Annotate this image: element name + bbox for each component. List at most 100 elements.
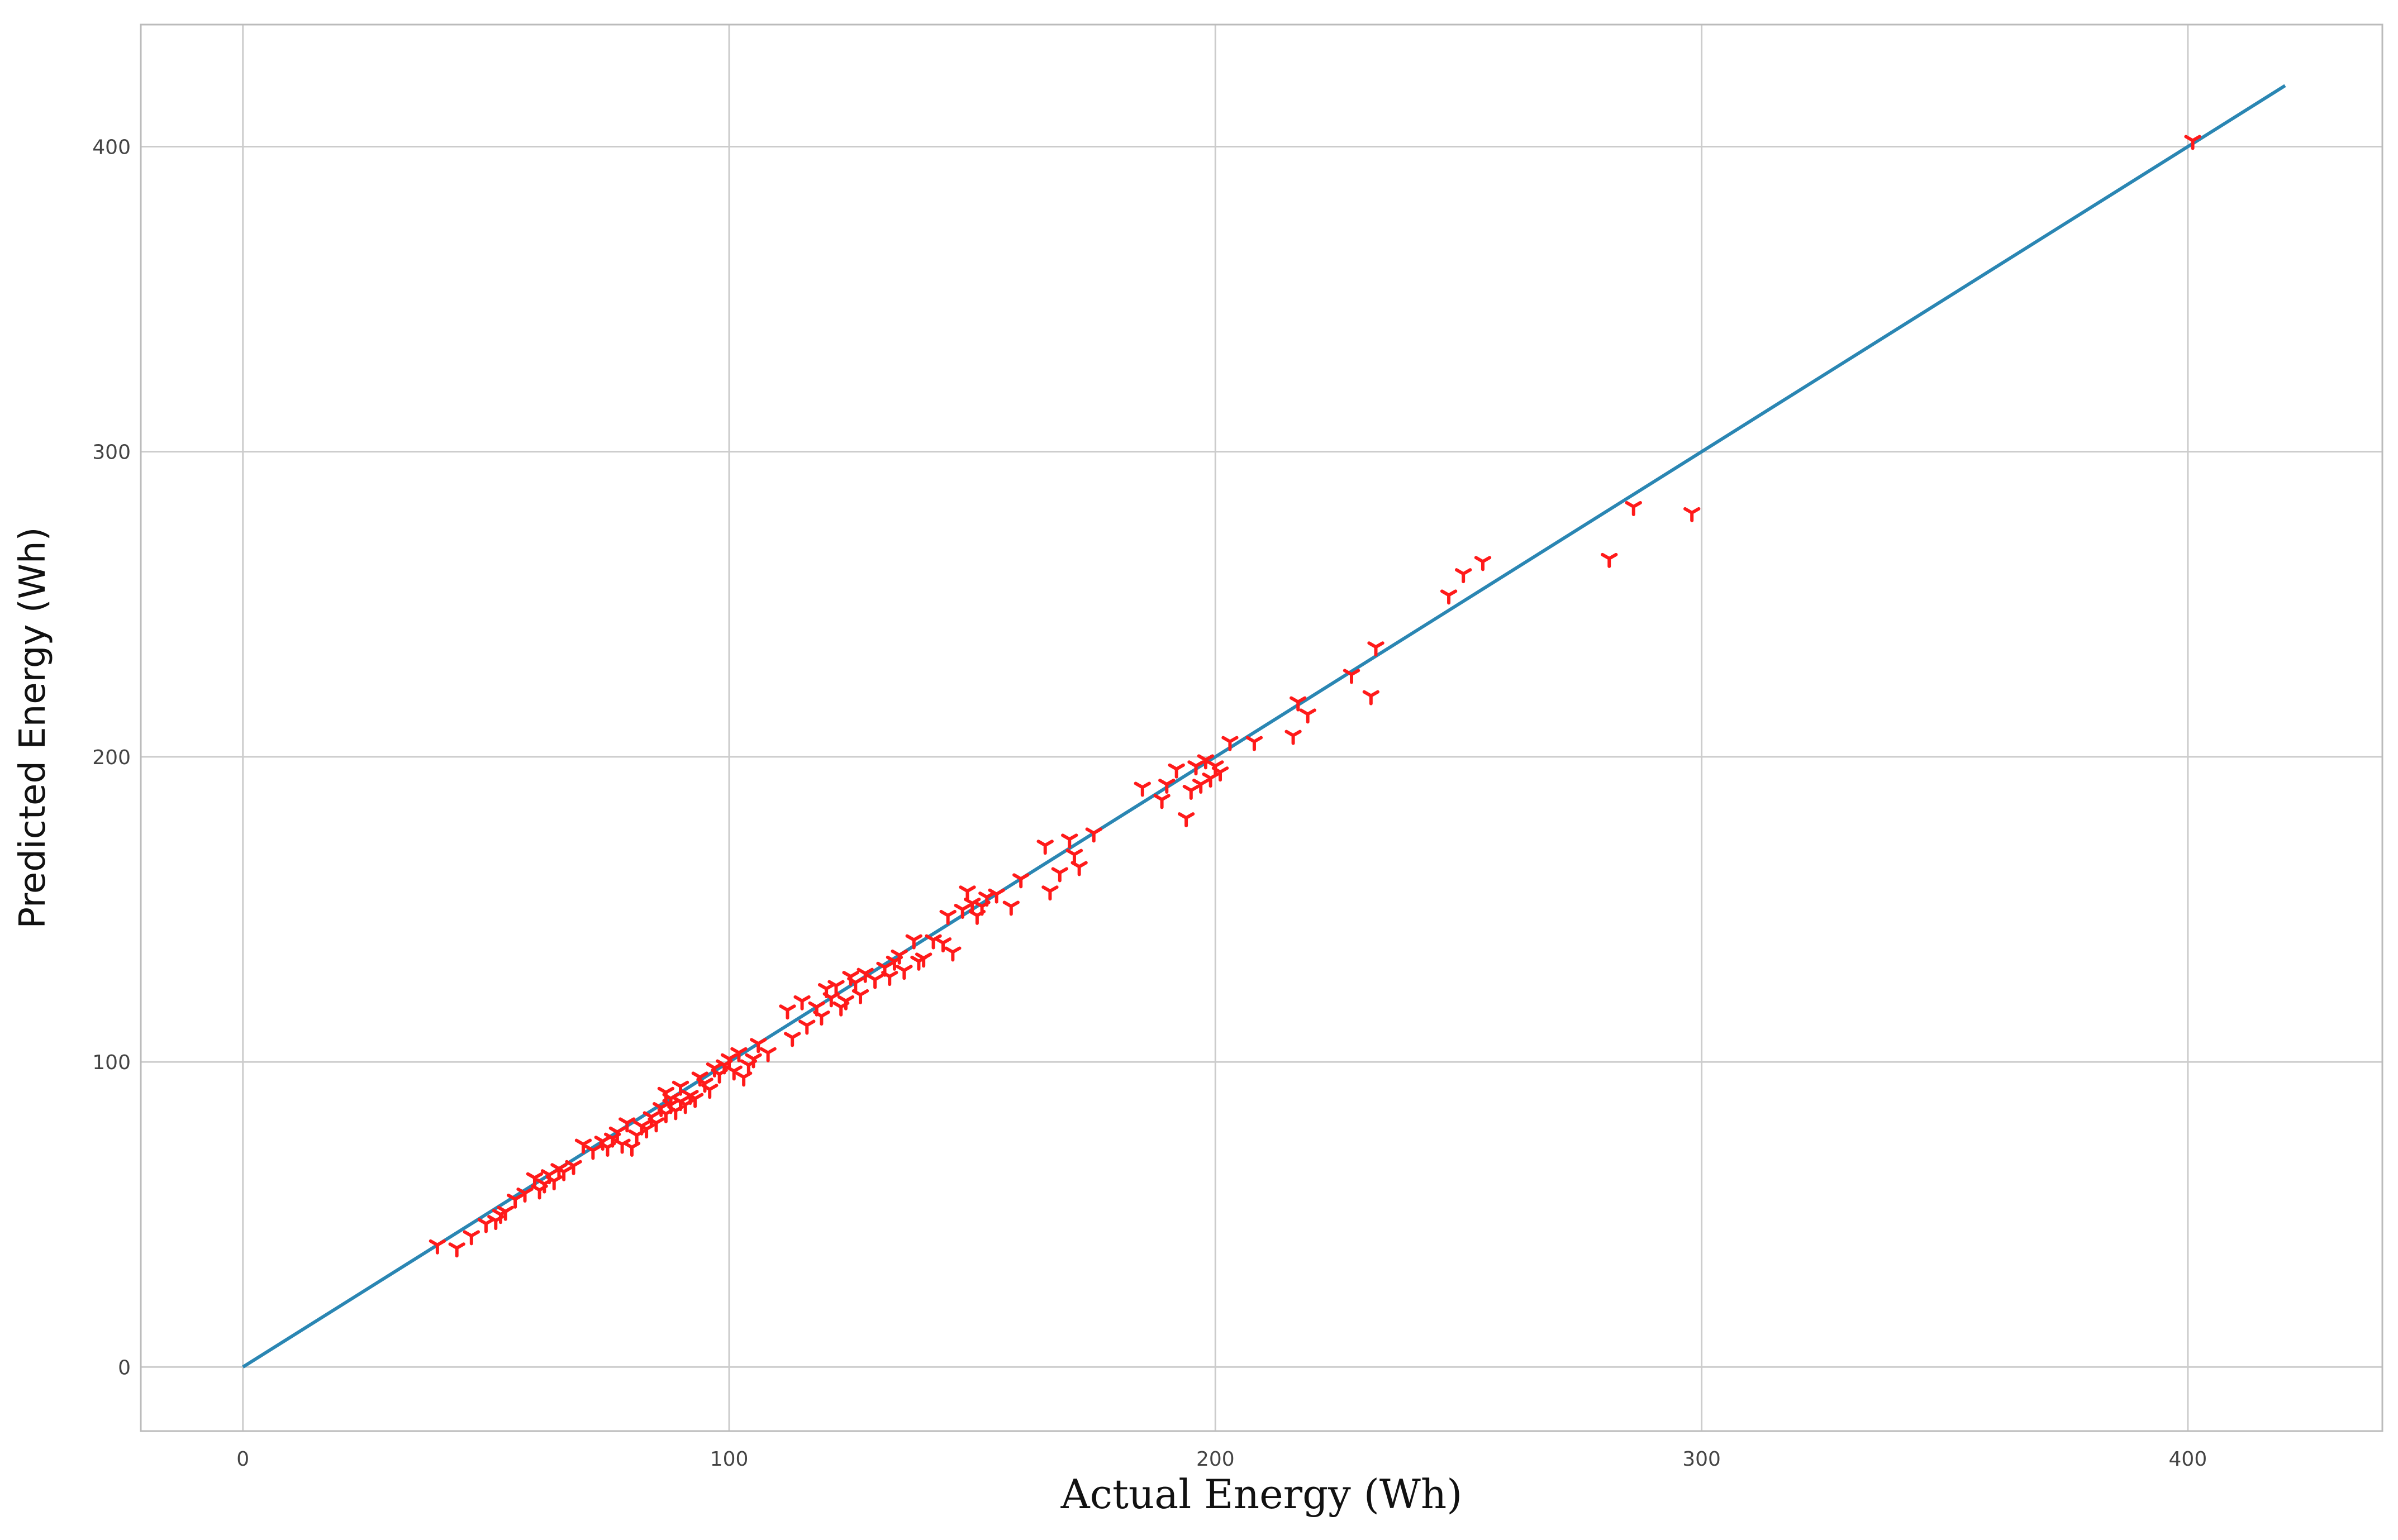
data-point	[1290, 696, 1307, 712]
y-axis-label: Predicted Energy (Wh)	[12, 527, 54, 929]
y-tick-label: 0	[118, 1356, 131, 1379]
data-point	[1187, 760, 1205, 776]
y-tick-label: 300	[92, 441, 131, 464]
x-tick-label: 200	[1196, 1448, 1235, 1471]
data-point	[1153, 794, 1171, 809]
data-point	[701, 1084, 719, 1099]
x-axis-ticks: 0 100 200 300 400	[236, 1448, 2207, 1471]
data-point	[584, 1145, 602, 1160]
y-tick-label: 100	[92, 1051, 131, 1074]
grid-lines	[141, 25, 2382, 1431]
data-point	[1197, 754, 1215, 770]
data-point	[784, 1032, 801, 1047]
data-point	[934, 937, 952, 953]
data-point	[1211, 766, 1229, 782]
data-point	[565, 1160, 582, 1175]
data-point	[730, 1047, 748, 1062]
data-point	[463, 1230, 480, 1246]
data-point	[1625, 501, 1642, 517]
data-point	[1134, 781, 1151, 797]
data-point	[959, 885, 976, 901]
y-tick-label: 400	[92, 136, 131, 159]
data-point	[477, 1218, 495, 1233]
data-points	[429, 135, 2201, 1258]
data-point	[1601, 552, 1618, 568]
data-point	[1440, 589, 1458, 605]
data-point	[827, 980, 845, 995]
data-point	[526, 1172, 544, 1188]
x-tick-label: 300	[1682, 1448, 1721, 1471]
data-point	[506, 1193, 524, 1209]
data-point	[429, 1239, 446, 1255]
data-point	[759, 1047, 777, 1062]
data-point	[516, 1187, 534, 1203]
data-point	[1002, 900, 1020, 916]
data-point	[988, 888, 1005, 904]
data-point	[1284, 730, 1302, 745]
data-point	[720, 1053, 738, 1069]
data-point	[555, 1166, 573, 1181]
data-point	[1454, 568, 1472, 584]
data-point	[2184, 135, 2201, 150]
data-point	[618, 1117, 636, 1133]
data-point	[954, 903, 971, 919]
data-point	[891, 949, 908, 965]
data-point	[905, 934, 922, 950]
data-point	[497, 1205, 514, 1221]
data-point	[1177, 812, 1195, 828]
x-axis-label: Actual Energy (Wh)	[1060, 1471, 1463, 1518]
data-point	[1362, 690, 1379, 705]
data-point	[1474, 556, 1492, 571]
data-point	[915, 952, 932, 968]
data-point	[574, 1138, 592, 1154]
data-point	[1221, 736, 1239, 751]
data-point	[750, 1038, 767, 1053]
data-point	[1036, 840, 1054, 855]
data-point	[847, 977, 864, 993]
data-point	[448, 1242, 465, 1258]
data-point	[866, 974, 884, 989]
data-point	[881, 971, 898, 986]
data-point	[745, 1053, 762, 1069]
data-point	[779, 1004, 796, 1020]
data-point	[1192, 779, 1210, 794]
data-point	[944, 946, 962, 962]
data-point	[1070, 861, 1088, 876]
data-point	[1245, 736, 1263, 751]
data-point	[725, 1065, 743, 1081]
y-tick-label: 200	[92, 746, 131, 769]
x-tick-label: 400	[2169, 1448, 2207, 1471]
data-point	[798, 1019, 816, 1035]
data-point	[686, 1093, 704, 1108]
plot-frame	[140, 23, 2383, 1432]
data-point	[608, 1126, 626, 1142]
data-point	[672, 1080, 689, 1096]
data-point	[1683, 507, 1701, 522]
data-point	[1051, 867, 1069, 883]
data-point	[939, 909, 957, 925]
data-point	[1158, 779, 1176, 794]
y-axis-ticks: 0 100 200 300 400	[92, 136, 131, 1379]
x-tick-label: 0	[236, 1448, 249, 1471]
data-point	[1061, 833, 1078, 849]
data-point	[1299, 708, 1316, 724]
data-point	[1367, 641, 1384, 657]
data-point	[1168, 763, 1185, 779]
data-point	[813, 1010, 830, 1026]
data-point	[857, 967, 874, 983]
data-point	[793, 995, 811, 1010]
x-tick-label: 100	[710, 1448, 749, 1471]
data-point	[1085, 827, 1102, 843]
data-point	[1012, 873, 1030, 889]
data-point	[1065, 848, 1083, 864]
data-point	[1343, 669, 1360, 684]
data-point	[735, 1071, 753, 1087]
data-point	[837, 995, 855, 1010]
data-point	[851, 989, 869, 1004]
data-point	[648, 1117, 665, 1133]
data-point	[978, 891, 996, 907]
data-point	[1041, 885, 1059, 901]
data-point	[896, 965, 913, 980]
data-point	[1182, 784, 1200, 800]
